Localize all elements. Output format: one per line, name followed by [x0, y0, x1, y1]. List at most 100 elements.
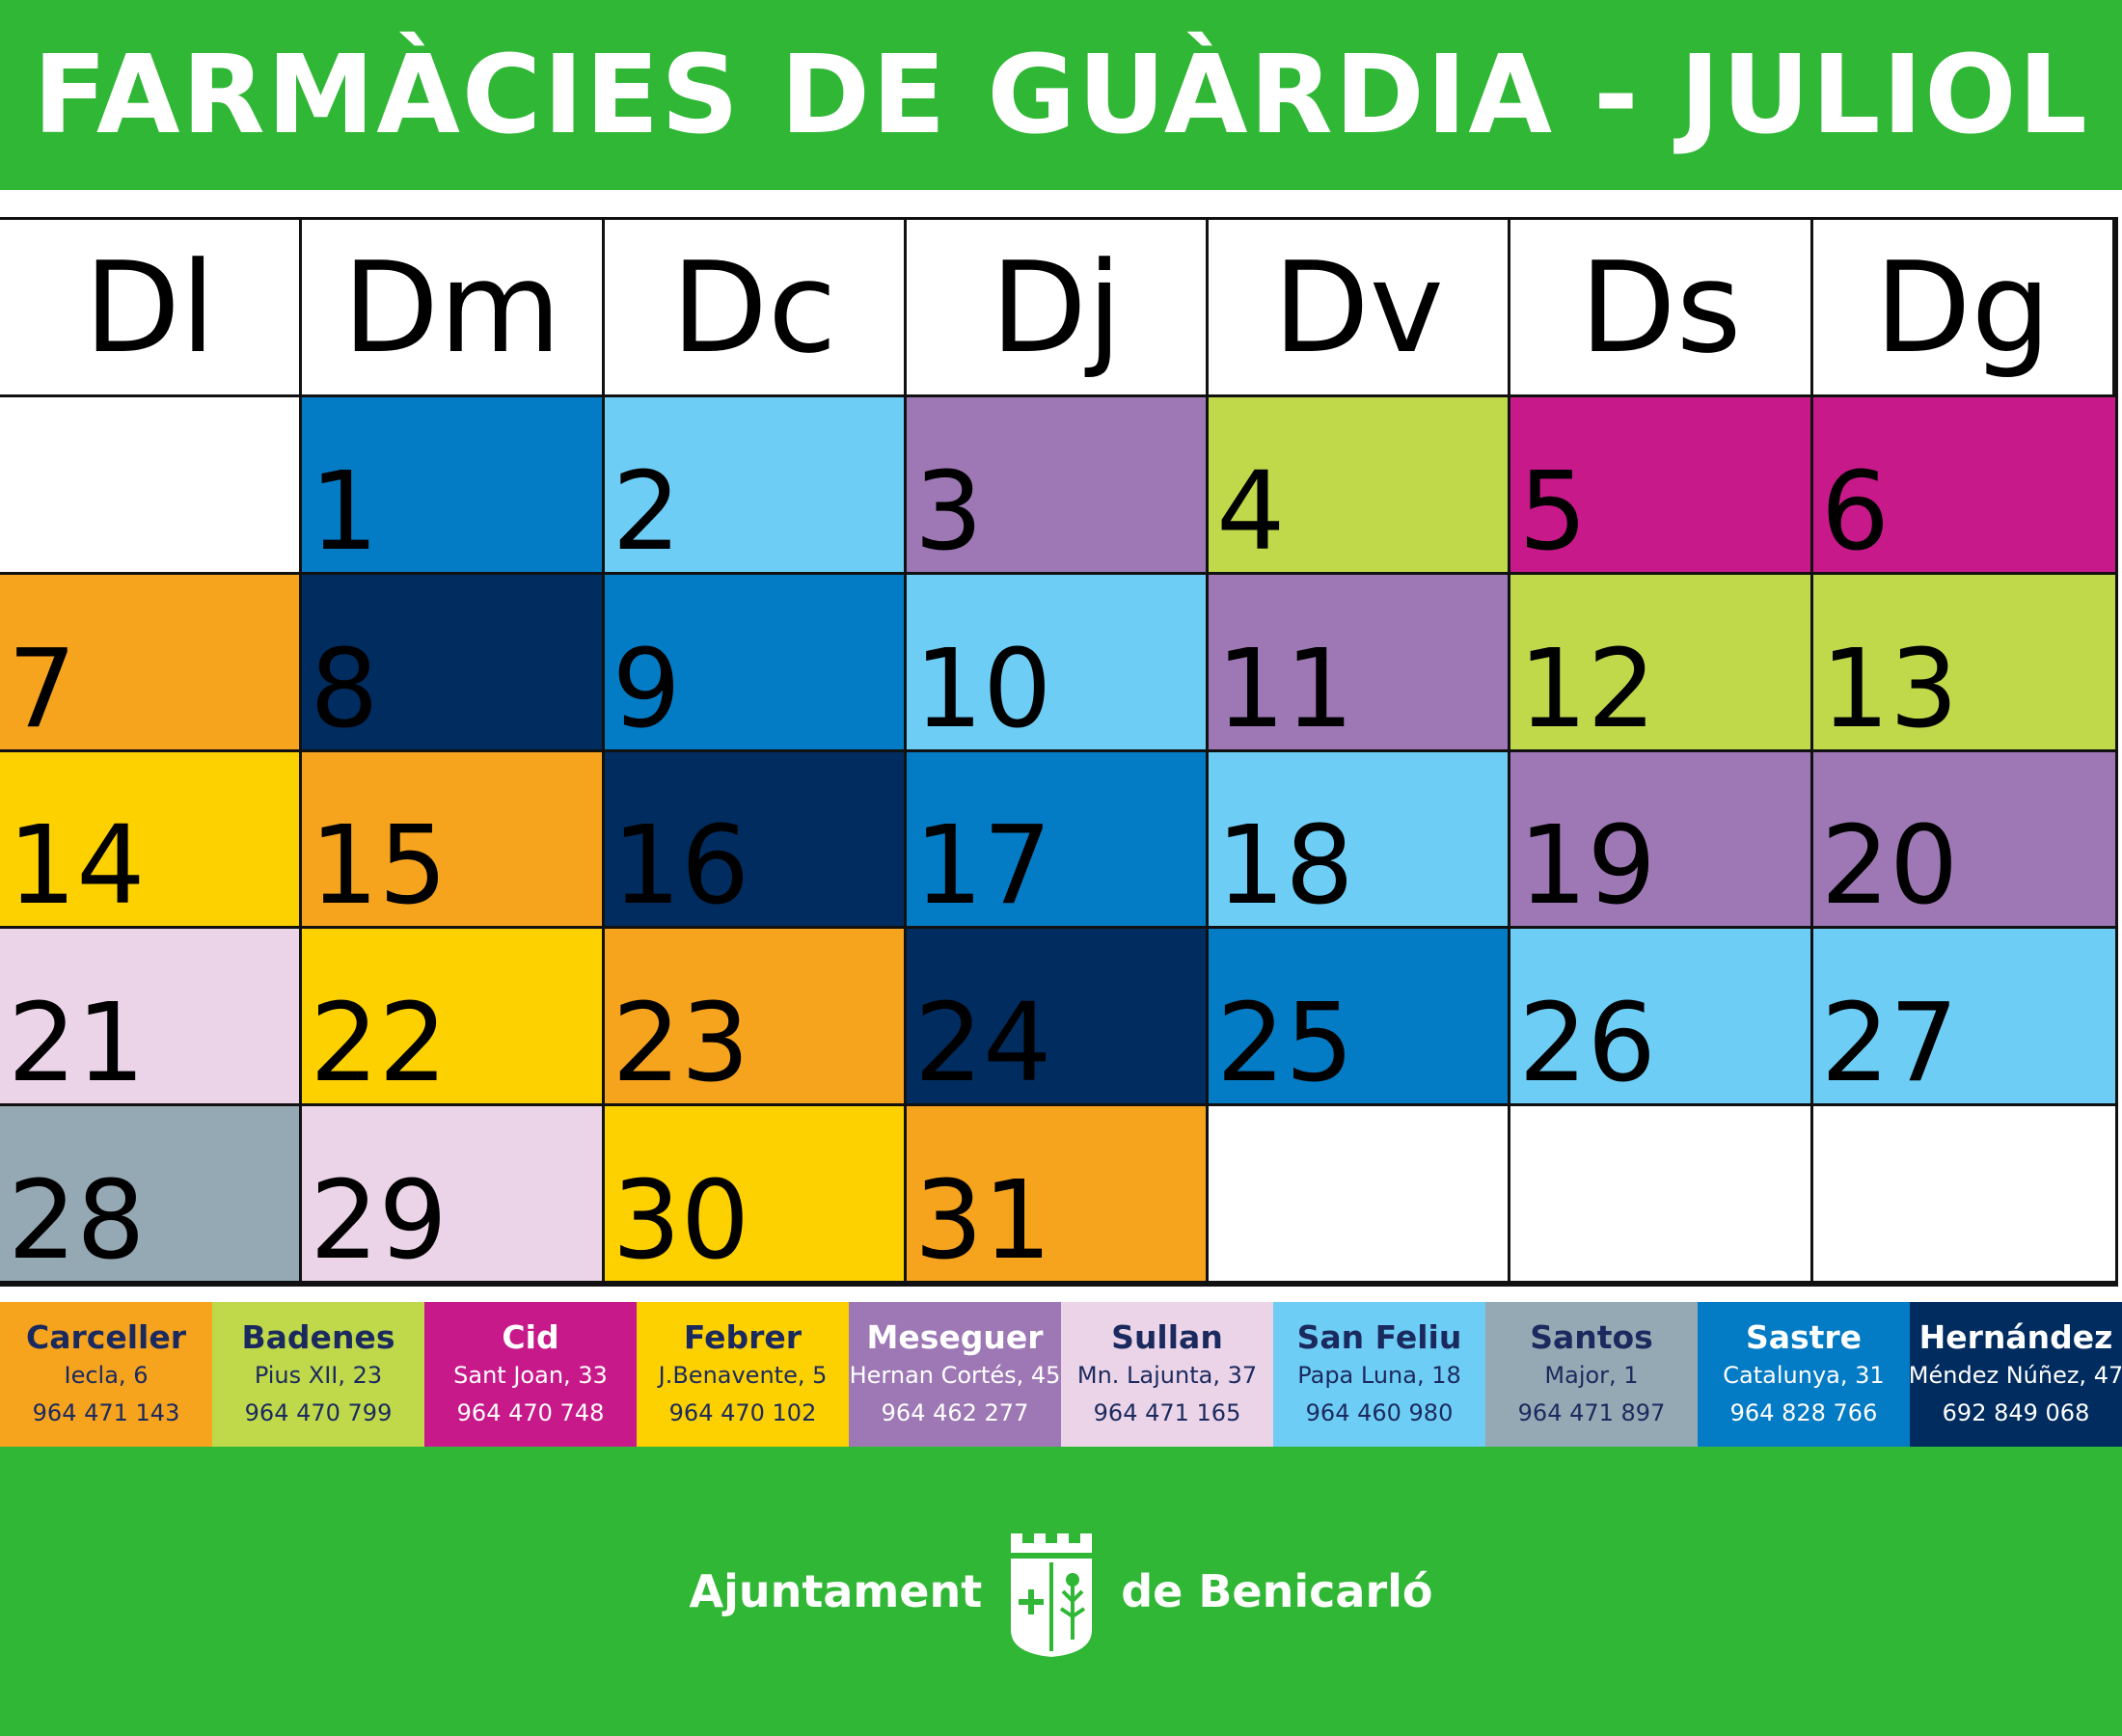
day-number: 26 — [1518, 981, 1656, 1107]
pharmacy-address: Major, 1 — [1544, 1362, 1639, 1390]
pharmacy-name: Cid — [502, 1317, 559, 1356]
footer-text-left: Ajuntament — [689, 1565, 983, 1617]
day-cell: 28 — [0, 1106, 303, 1284]
weekday-header: Dg — [1812, 220, 2115, 397]
pharmacy-phone: 964 470 748 — [456, 1398, 605, 1426]
pharmacy-address: Papa Luna, 18 — [1297, 1362, 1461, 1390]
pharmacy-name: Badenes — [241, 1317, 395, 1356]
day-number: 24 — [913, 981, 1052, 1107]
pharmacy-name: Hernández — [1918, 1317, 2113, 1356]
day-cell: 7 — [0, 574, 303, 752]
pharmacy-phone: 964 471 165 — [1093, 1398, 1241, 1426]
day-number: 10 — [913, 626, 1052, 752]
page-title: FARMÀCIES DE GUÀRDIA - JULIOL — [33, 32, 2089, 158]
day-number: 30 — [612, 1158, 750, 1284]
pharmacy-name: San Feliu — [1296, 1317, 1462, 1356]
day-number: 21 — [8, 981, 146, 1107]
legend-item-sanfeliu: San Feliu Papa Luna, 18 964 460 980 — [1273, 1302, 1485, 1447]
day-cell: 3 — [906, 397, 1210, 575]
day-cell: 21 — [0, 929, 303, 1107]
day-cell: 14 — [0, 751, 303, 930]
day-number: 6 — [1820, 448, 1890, 575]
empty-day-cell — [0, 397, 303, 575]
pharmacy-address: Catalunya, 31 — [1723, 1362, 1885, 1390]
pharmacy-name: Sastre — [1745, 1317, 1863, 1356]
day-number: 27 — [1820, 981, 1959, 1107]
day-number: 15 — [310, 803, 448, 930]
legend-item-meseguer: Meseguer Hernan Cortés, 45 964 462 277 — [849, 1302, 1061, 1447]
day-number: 12 — [1518, 626, 1656, 752]
pharmacy-name: Santos — [1530, 1317, 1653, 1356]
day-number: 25 — [1216, 981, 1354, 1107]
legend-item-sastre: Sastre Catalunya, 31 964 828 766 — [1698, 1302, 1910, 1447]
day-number: 4 — [1216, 448, 1286, 575]
day-cell: 6 — [1812, 397, 2115, 575]
day-cell: 24 — [906, 929, 1210, 1107]
pharmacy-phone: 692 849 068 — [1942, 1398, 2090, 1426]
footer-text-right: de Benicarló — [1121, 1565, 1433, 1617]
day-number: 9 — [612, 626, 681, 752]
day-number: 2 — [612, 448, 681, 575]
pharmacy-name: Febrer — [683, 1317, 803, 1356]
pharmacy-phone: 964 828 766 — [1729, 1398, 1878, 1426]
day-cell: 18 — [1209, 751, 1511, 930]
pharmacy-name: Carceller — [26, 1317, 186, 1356]
pharmacy-name: Meseguer — [866, 1317, 1044, 1356]
day-cell: 1 — [302, 397, 605, 575]
day-cell: 16 — [604, 751, 907, 930]
day-cell: 23 — [604, 929, 907, 1107]
day-number: 19 — [1518, 803, 1656, 930]
day-cell: 20 — [1812, 751, 2115, 930]
weekday-header: Dj — [906, 220, 1210, 397]
day-cell: 17 — [906, 751, 1210, 930]
day-cell: 5 — [1510, 397, 1813, 575]
day-cell: 2 — [604, 397, 907, 575]
pharmacy-address: Méndez Núñez, 47 — [1910, 1362, 2122, 1390]
day-number: 23 — [612, 981, 750, 1107]
pharmacy-address: Sant Joan, 33 — [453, 1362, 608, 1390]
day-number: 5 — [1518, 448, 1588, 575]
pharmacy-phone: 964 462 277 — [881, 1398, 1029, 1426]
day-cell: 11 — [1209, 574, 1511, 752]
pharmacy-address: J.Benavente, 5 — [658, 1362, 828, 1390]
day-number: 28 — [8, 1158, 146, 1284]
pharmacy-legend: Carceller Iecla, 6 964 471 143 Badenes Pius … — [0, 1302, 2122, 1447]
weekday-header: Dc — [604, 220, 907, 397]
day-cell: 19 — [1510, 751, 1813, 930]
day-cell: 12 — [1510, 574, 1813, 752]
day-cell: 29 — [302, 1106, 605, 1284]
calendar-grid: Dl Dm Dc Dj Dv Ds Dg 1 2 3 4 5 6 7 8 9 10 11 12 13 14… — [0, 217, 2118, 1287]
legend-item-sullan: Sullan Mn. Lajunta, 37 964 471 165 — [1061, 1302, 1273, 1447]
day-number: 22 — [310, 981, 448, 1107]
empty-day-cell — [1209, 1106, 1511, 1284]
day-number: 3 — [913, 448, 984, 575]
title-banner: FARMÀCIES DE GUÀRDIA - JULIOL — [0, 0, 2122, 190]
pharmacy-address: Hernan Cortés, 45 — [849, 1362, 1061, 1390]
weekday-header: Dm — [302, 220, 605, 397]
day-number: 13 — [1820, 626, 1959, 752]
pharmacy-address: Iecla, 6 — [64, 1362, 149, 1390]
day-cell: 4 — [1209, 397, 1511, 575]
legend-item-badenes: Badenes Pius XII, 23 964 470 799 — [212, 1302, 424, 1447]
day-cell: 15 — [302, 751, 605, 930]
day-number: 31 — [913, 1158, 1052, 1284]
day-cell: 8 — [302, 574, 605, 752]
coat-of-arms-icon — [1011, 1533, 1093, 1657]
day-number: 8 — [310, 626, 379, 752]
weekday-header: Dv — [1209, 220, 1511, 397]
weekday-header: Ds — [1510, 220, 1813, 397]
pharmacy-phone: 964 470 102 — [668, 1398, 817, 1426]
pharmacy-phone: 964 460 980 — [1305, 1398, 1454, 1426]
day-cell: 13 — [1812, 574, 2115, 752]
day-number: 17 — [913, 803, 1052, 930]
day-number: 1 — [310, 448, 379, 575]
day-cell: 9 — [604, 574, 907, 752]
legend-item-santos: Santos Major, 1 964 471 897 — [1485, 1302, 1698, 1447]
day-cell: 31 — [906, 1106, 1210, 1284]
weekday-header: Dl — [0, 220, 303, 397]
day-cell: 25 — [1209, 929, 1511, 1107]
day-number: 7 — [8, 626, 77, 752]
day-cell: 26 — [1510, 929, 1813, 1107]
pharmacy-phone: 964 470 799 — [244, 1398, 393, 1426]
pharmacy-address: Pius XII, 23 — [254, 1362, 383, 1390]
